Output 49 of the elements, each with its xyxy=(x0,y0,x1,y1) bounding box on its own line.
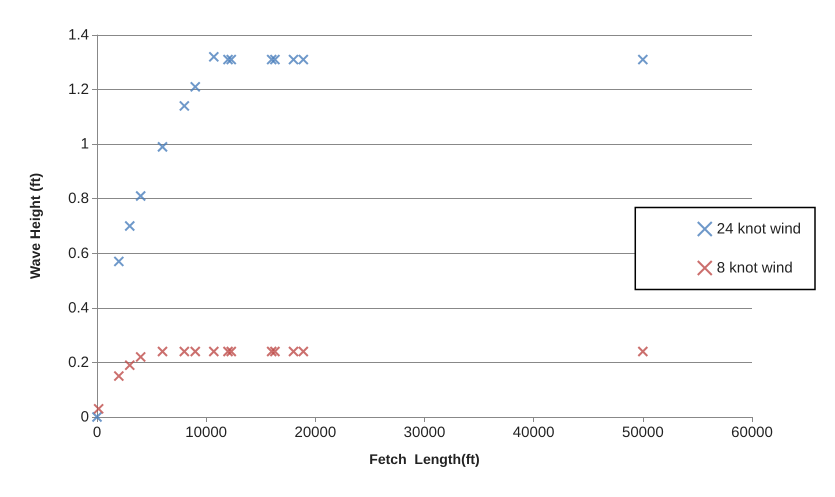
point xyxy=(222,346,234,358)
y-tick-label: 0.4 xyxy=(68,299,89,316)
point xyxy=(92,412,102,422)
point xyxy=(124,360,136,371)
y-axis-title: Wave Height (ft) xyxy=(27,172,43,280)
point xyxy=(178,100,190,112)
point xyxy=(113,256,124,267)
x-axis-title: Fetch Length(ft) xyxy=(369,451,480,467)
x-tick-label: 50000 xyxy=(622,424,664,441)
point xyxy=(222,54,234,66)
point xyxy=(226,346,237,358)
point xyxy=(157,346,168,358)
point xyxy=(208,51,220,62)
point xyxy=(637,346,648,358)
point xyxy=(157,141,168,152)
point xyxy=(288,54,299,66)
point xyxy=(269,346,280,358)
x-tick-label: 40000 xyxy=(512,424,555,441)
point xyxy=(124,220,136,232)
y-tick-label: 1 xyxy=(80,136,89,153)
x-tick-label: 20000 xyxy=(294,424,336,441)
point xyxy=(298,54,309,66)
x-tick-label: 0 xyxy=(92,424,102,441)
point xyxy=(113,370,124,382)
point xyxy=(135,351,146,362)
legend-label: 24 knot wind xyxy=(716,220,802,238)
point xyxy=(298,346,309,358)
y-tick-label: 0 xyxy=(80,408,89,426)
point xyxy=(266,346,278,358)
x-tick-label: 30000 xyxy=(404,424,446,441)
point xyxy=(93,403,104,414)
point xyxy=(178,346,190,358)
y-tick-label: 0.2 xyxy=(68,354,89,371)
point xyxy=(266,54,278,66)
point xyxy=(135,190,146,202)
point xyxy=(288,346,299,358)
point xyxy=(190,81,201,92)
point xyxy=(226,54,237,66)
y-tick-label: 1.4 xyxy=(68,26,89,44)
point xyxy=(269,54,280,66)
y-tick-label: 0.6 xyxy=(68,244,89,262)
point xyxy=(637,54,648,66)
point xyxy=(208,346,220,358)
x-tick-label: 60000 xyxy=(731,424,773,441)
x-tick-label: 10000 xyxy=(185,424,228,441)
point xyxy=(190,346,201,358)
y-tick-label: 0.8 xyxy=(68,190,89,208)
y-tick-label: 1.2 xyxy=(68,81,89,98)
legend-label: 8 knot wind xyxy=(716,260,793,276)
